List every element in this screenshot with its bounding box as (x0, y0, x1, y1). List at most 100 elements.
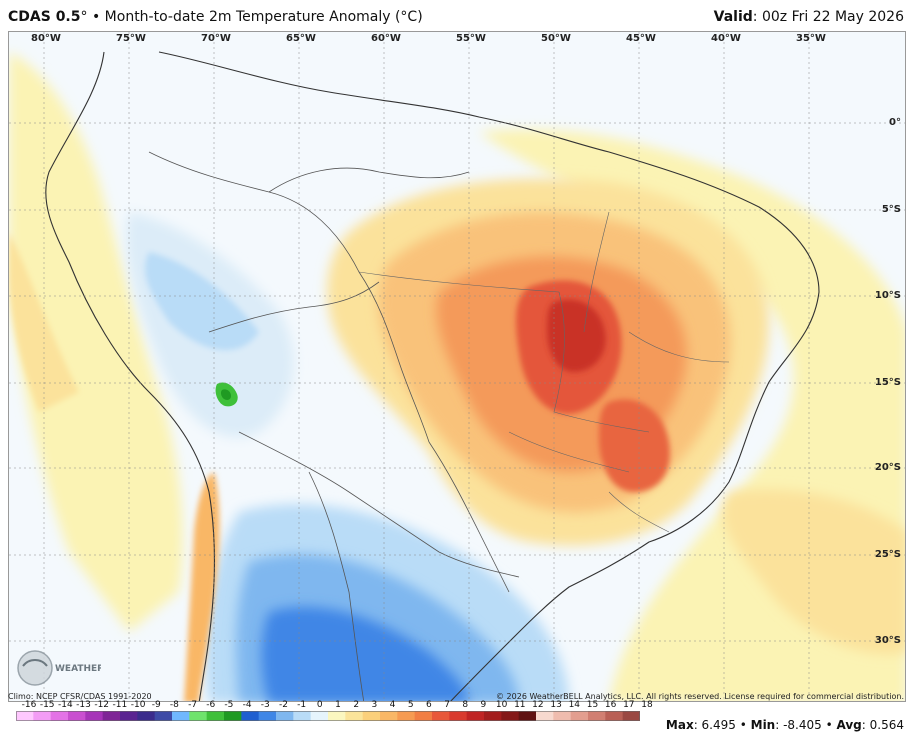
colorbar-tick-label: 6 (426, 700, 432, 710)
border-line-1 (148, 151, 430, 443)
colorbar-tick-label: -11 (112, 700, 128, 710)
degree-mark: ° (80, 9, 88, 25)
lon-label-45w: 45°W (626, 33, 656, 44)
colorbar-swatch (50, 711, 69, 721)
lat-label-20s: 20°S (874, 462, 901, 473)
title-separator: • (87, 9, 105, 25)
border-line-5 (308, 471, 365, 701)
colorbar-swatch (345, 711, 364, 721)
colorbar-swatch (570, 711, 589, 721)
lat-label-0: 0° (889, 117, 901, 128)
lon-label-55w: 55°W (456, 33, 486, 44)
lat-label-15s: 15°S (874, 377, 901, 388)
colorbar-swatch (241, 711, 260, 721)
colorbar-swatch (137, 711, 156, 721)
lon-label-75w: 75°W (116, 33, 146, 44)
colorbar-tick-label: 17 (623, 700, 635, 710)
colorbar-tick-label: 0 (316, 700, 323, 710)
state-borders (358, 211, 730, 533)
colorbar-tick-label: -13 (76, 700, 91, 710)
colorbar-tick-label: 11 (514, 700, 526, 710)
title-bar: CDAS 0.5° • Month-to-date 2m Temperature… (0, 0, 914, 30)
colorbar-swatch (206, 711, 225, 721)
colorbar-tick-label: -8 (169, 700, 179, 710)
lat-label-10s: 10°S (874, 290, 901, 301)
colorbar-border (16, 711, 640, 721)
lon-label-35w: 35°W (796, 33, 826, 44)
colorbar-tick-label: -6 (206, 700, 216, 710)
colorbar-tick-label: 10 (495, 700, 508, 710)
colorbar-tick-label: -15 (39, 700, 55, 710)
map-canvas (9, 32, 905, 701)
colorbar-swatch (16, 711, 34, 721)
southern-cool-inner (261, 606, 469, 701)
titicaca-cold-center (220, 389, 231, 400)
anomaly-map: 80°W 75°W 70°W 65°W 60°W 55°W 50°W 45°W … (8, 31, 906, 702)
colorbar-tick-label: -5 (224, 700, 234, 710)
colorbar-tick-label: 12 (532, 700, 544, 710)
colorbar-swatch (484, 711, 502, 721)
colorbar-swatch (380, 711, 398, 721)
colorbar-swatch (449, 711, 468, 721)
colorbar-tick-label: -12 (94, 700, 110, 710)
lat-label-30s: 30°S (874, 635, 901, 646)
colorbar-tick-label: 4 (389, 700, 396, 710)
logo-text: WEATHERBELL (55, 664, 101, 674)
valid-value: : 00z Fri 22 May 2026 (752, 9, 904, 25)
colorbar-tick-label: -9 (151, 700, 161, 710)
climo-note: Climo: NCEP CFSR/CDAS 1991-2020 (8, 692, 152, 701)
colorbar-tick-label: 9 (480, 700, 487, 710)
stats-dot-1: • (735, 718, 751, 732)
lon-label-60w: 60°W (371, 33, 401, 44)
colorbar-swatch (276, 711, 294, 721)
colorbar-swatch (605, 711, 624, 721)
border-line-6 (428, 441, 510, 593)
colorbar-tick-label: 15 (586, 700, 599, 710)
colorbar-swatch (328, 711, 346, 721)
colorbar-tick-label: -10 (130, 700, 146, 710)
lon-label-65w: 65°W (286, 33, 316, 44)
pacific-warm-region (9, 52, 183, 632)
avg-value: : 0.564 (861, 718, 904, 732)
colorbar-swatch (102, 711, 121, 721)
colorbar-swatch (224, 711, 242, 721)
colorbar-tick-label: -16 (21, 700, 37, 710)
colorbar-tick-label: -1 (297, 700, 307, 710)
graticule (9, 32, 905, 701)
pacific-coastline (45, 51, 215, 701)
map-title: CDAS 0.5° • Month-to-date 2m Temperature… (8, 9, 423, 25)
avg-label: Avg (836, 718, 862, 732)
colorbar-swatch (397, 711, 416, 721)
colorbar-swatch (536, 711, 554, 721)
chile-warm-strip (184, 472, 220, 701)
colorbar-swatch (362, 711, 381, 721)
colorbar-swatch (588, 711, 606, 721)
border-line-2 (268, 167, 470, 193)
colorbar-swatch (518, 711, 537, 721)
max-value: : 6.495 (693, 718, 736, 732)
colorbar-tick-label: 7 (444, 700, 450, 710)
stats-dot-2: • (821, 718, 837, 732)
border-line-3 (208, 281, 380, 333)
atlantic-warm-region-south (722, 489, 905, 654)
colorbar (16, 711, 640, 721)
colorbar-swatch (310, 711, 329, 721)
model-name: CDAS 0.5 (8, 9, 81, 25)
valid-time: Valid: 00z Fri 22 May 2026 (714, 9, 904, 25)
colorbar-swatch (189, 711, 208, 721)
border-line-4 (238, 431, 520, 578)
lon-label-80w: 80°W (31, 33, 61, 44)
lat-label-5s: 5°S (881, 204, 901, 215)
min-value: : -8.405 (775, 718, 822, 732)
stats-summary: Max: 6.495 • Min: -8.405 • Avg: 0.564 (666, 718, 904, 732)
field-name: Month-to-date 2m Temperature Anomaly (°C… (104, 9, 423, 25)
max-label: Max (665, 718, 694, 732)
colorbar-swatch (120, 711, 138, 721)
min-label: Min (750, 718, 776, 732)
colorbar-swatch (172, 711, 190, 721)
copyright-note: © 2026 WeatherBELL Analytics, LLC. All r… (496, 692, 904, 701)
lon-label-70w: 70°W (201, 33, 231, 44)
colorbar-swatch (501, 711, 520, 721)
colorbar-swatch (466, 711, 485, 721)
colorbar-tick-label: 13 (550, 700, 562, 710)
